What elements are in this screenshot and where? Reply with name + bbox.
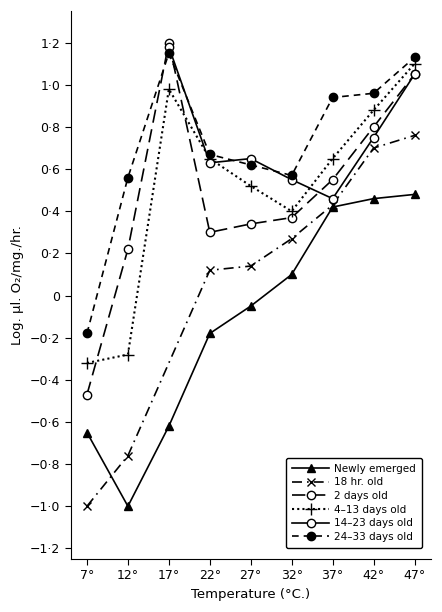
Y-axis label: Log. μl. O₂/mg./hr.: Log. μl. O₂/mg./hr. xyxy=(11,225,24,345)
X-axis label: Temperature (°C.): Temperature (°C.) xyxy=(191,588,310,601)
Legend: Newly emerged, 18 hr. old, 2 days old, 4–13 days old, 14–23 days old, 24–33 days: Newly emerged, 18 hr. old, 2 days old, 4… xyxy=(286,458,422,548)
